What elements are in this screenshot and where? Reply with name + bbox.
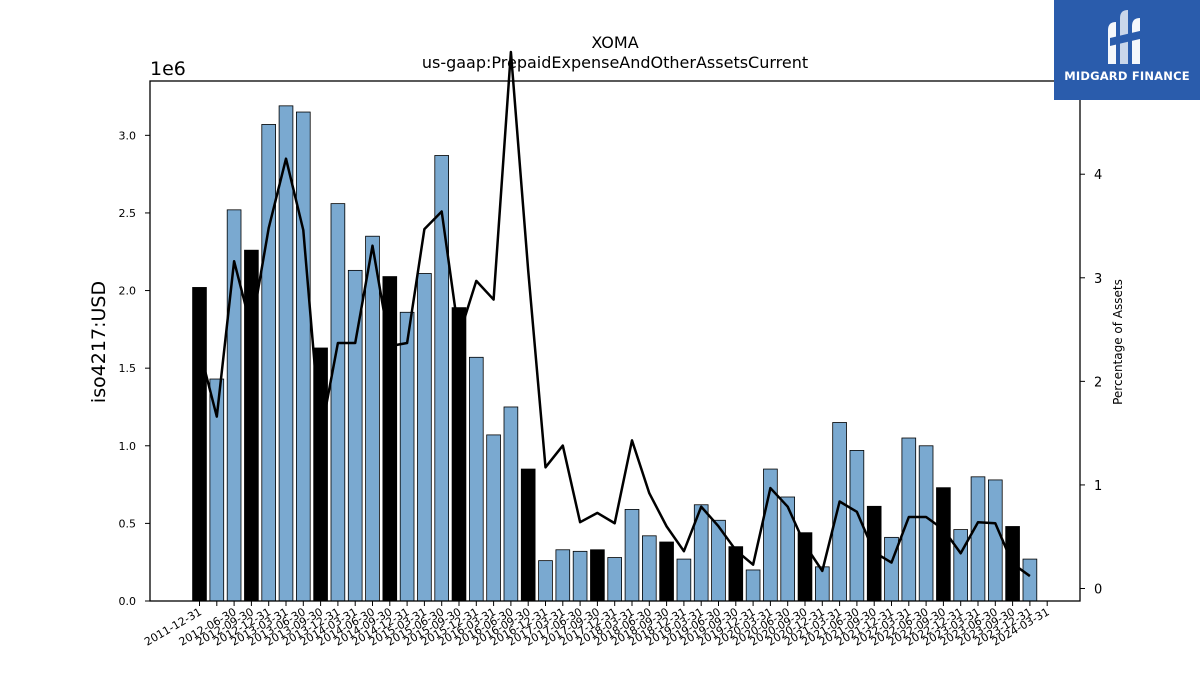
bar	[988, 479, 1003, 602]
y-tick-label: 0.0	[119, 595, 137, 608]
series-line	[198, 50, 1031, 578]
line-layer	[198, 50, 1031, 578]
bar	[590, 549, 605, 602]
brand-logo: MIDGARD FINANCE	[1054, 0, 1200, 100]
bar	[555, 549, 571, 602]
bar	[365, 235, 380, 602]
y2-tick-label: 3	[1094, 272, 1102, 287]
bar	[918, 445, 934, 602]
bar	[953, 529, 968, 602]
chart-subtitle: us-gaap:PrepaidExpenseAndOtherAssetsCurr…	[422, 53, 808, 72]
bar	[520, 468, 536, 602]
bar	[936, 487, 951, 602]
bar	[192, 287, 207, 602]
bar	[451, 307, 467, 602]
bar	[832, 422, 847, 602]
bar	[468, 356, 484, 602]
chart-title: XOMA	[591, 33, 638, 52]
y-axis-label: iso4217:USD	[88, 281, 110, 403]
bar	[295, 111, 311, 602]
bar	[261, 124, 276, 602]
y-tick-label: 0.5	[119, 517, 137, 530]
bar	[745, 569, 761, 602]
bar	[503, 406, 519, 602]
y2-tick-label: 0	[1094, 583, 1102, 598]
bar	[538, 560, 553, 602]
bar	[780, 496, 795, 602]
bar	[676, 558, 692, 602]
y2-tick-label: 1	[1094, 479, 1102, 494]
bar	[399, 311, 415, 602]
y-tick-label: 3.0	[119, 129, 137, 142]
bar	[434, 155, 449, 602]
bar	[624, 509, 640, 602]
brand-name: MIDGARD FINANCE	[1064, 69, 1190, 83]
bar	[970, 476, 986, 602]
y-tick-label: 2.5	[119, 207, 137, 220]
bar	[659, 541, 674, 602]
y2-tick-label: 2	[1094, 375, 1102, 390]
y-offset-label: 1e6	[150, 58, 186, 80]
bar	[607, 557, 622, 602]
bars	[192, 105, 1038, 602]
y-tick-label: 1.5	[119, 362, 137, 375]
logo-mark-icon	[1108, 10, 1144, 64]
y2-tick-label: 4	[1094, 168, 1102, 183]
bar	[486, 434, 501, 602]
y-tick-label: 2.0	[119, 285, 137, 298]
y-tick-label: 1.0	[119, 440, 137, 453]
bar	[572, 550, 588, 602]
y2-axis-label: Percentage of Assets	[1111, 279, 1125, 405]
bar	[417, 273, 432, 602]
bar	[1022, 558, 1038, 602]
bar	[330, 203, 346, 602]
bar	[642, 535, 657, 602]
